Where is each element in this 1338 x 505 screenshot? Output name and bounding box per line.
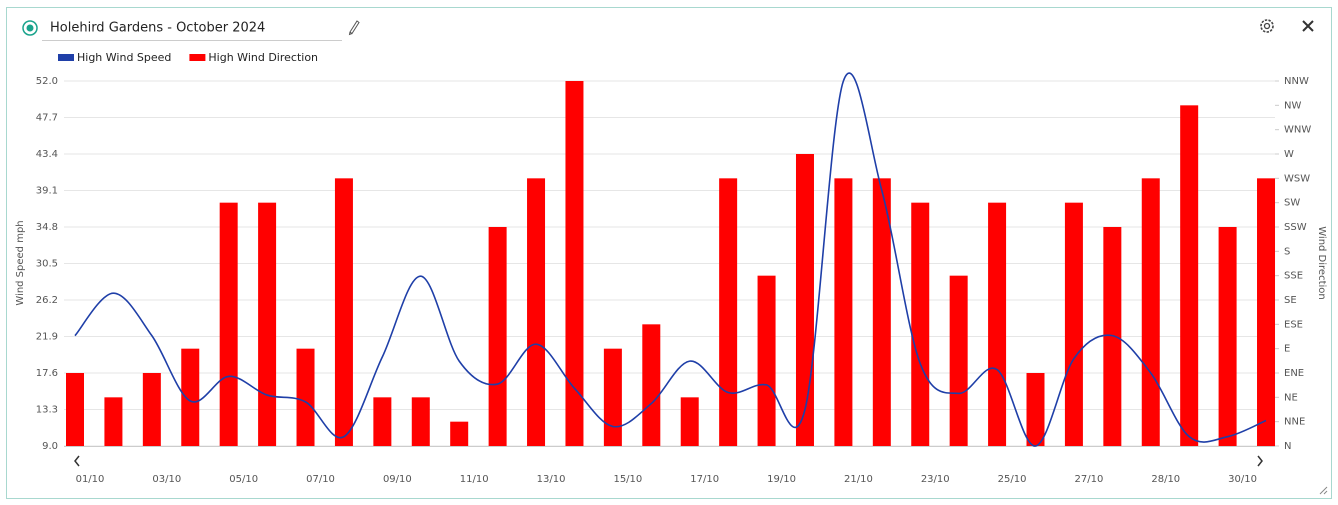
bar [988, 202, 1007, 446]
bar [219, 202, 238, 446]
bar [680, 397, 699, 446]
bar [373, 397, 392, 446]
bar [1257, 178, 1276, 447]
bar [642, 324, 661, 446]
chart-title[interactable]: Holehird Gardens - October 2024 [50, 21, 265, 36]
bar [1103, 227, 1122, 446]
next-arrow[interactable] [1257, 455, 1263, 467]
y2-tick-label: SE [1284, 295, 1297, 306]
bar [1180, 105, 1199, 446]
bar [1026, 373, 1045, 446]
y2-tick-label: ENE [1284, 368, 1304, 379]
y2-tick-label: E [1284, 344, 1290, 355]
x-tick-label: 23/10 [921, 474, 950, 485]
bar [411, 397, 430, 446]
bar [834, 178, 853, 447]
edit-icon[interactable] [348, 20, 360, 36]
y2-tick-label: N [1284, 441, 1291, 452]
bar [1141, 178, 1160, 447]
y-tick-label: 21.9 [36, 332, 58, 343]
bar [104, 397, 123, 446]
line [74, 72, 1267, 447]
x-tick-label: 11/10 [460, 474, 489, 485]
y2-tick-label: SW [1284, 198, 1300, 209]
y2-tick-label: WSW [1284, 173, 1310, 184]
bar [488, 227, 507, 446]
bar [296, 348, 315, 446]
y-tick-label: 30.5 [36, 259, 58, 270]
bar [334, 178, 353, 447]
legend-swatch [189, 54, 206, 61]
resize-grip[interactable] [1319, 486, 1328, 495]
bar [949, 275, 968, 446]
x-tick-label: 30/10 [1228, 474, 1257, 485]
x-tick-label: 17/10 [690, 474, 719, 485]
y-tick-label: 34.8 [36, 222, 58, 233]
x-tick-label: 05/10 [229, 474, 258, 485]
y-axis-title: Wind Speed mph [15, 220, 26, 305]
settings-icon[interactable] [1260, 19, 1274, 33]
x-tick-label: 28/10 [1151, 474, 1180, 485]
bar [795, 154, 814, 446]
x-tick-label: 25/10 [998, 474, 1027, 485]
y2-tick-label: S [1284, 246, 1290, 257]
bar [911, 202, 930, 446]
bar [1064, 202, 1083, 446]
legend-label[interactable]: High Wind Direction [208, 51, 318, 64]
y-tick-label: 39.1 [36, 186, 58, 197]
x-tick-label: 15/10 [613, 474, 642, 485]
legend-label[interactable]: High Wind Speed [77, 51, 171, 64]
y-tick-label: 26.2 [36, 295, 58, 306]
y2-tick-label: NNE [1284, 417, 1305, 428]
y-tick-label: 9.0 [42, 441, 58, 452]
bar [142, 373, 161, 446]
bar [181, 348, 200, 446]
y2-tick-label: W [1284, 149, 1294, 160]
y2-tick-label: NE [1284, 392, 1298, 403]
x-tick-label: 27/10 [1075, 474, 1104, 485]
prev-arrow[interactable] [74, 455, 80, 467]
bar [872, 178, 891, 447]
bar [565, 81, 584, 446]
y2-tick-label: NW [1284, 100, 1301, 111]
bar [719, 178, 738, 447]
y-tick-label: 43.4 [36, 149, 58, 160]
y2-tick-label: SSW [1284, 222, 1307, 233]
y2-tick-label: SSE [1284, 271, 1303, 282]
x-tick-label: 03/10 [152, 474, 181, 485]
radio-icon[interactable] [22, 20, 38, 36]
bar [527, 178, 546, 447]
radio-dot [26, 24, 34, 32]
x-tick-label: 09/10 [383, 474, 412, 485]
close-icon[interactable] [1302, 20, 1314, 32]
x-tick-label: 01/10 [76, 474, 105, 485]
bar [1218, 227, 1237, 446]
y-tick-label: 52.0 [36, 76, 58, 87]
legend-swatch [58, 54, 74, 61]
y-tick-label: 47.7 [36, 113, 58, 124]
y-tick-label: 17.6 [36, 368, 58, 379]
y2-tick-label: ESE [1284, 319, 1303, 330]
y2-tick-label: WNW [1284, 125, 1311, 136]
bar [258, 202, 277, 446]
x-tick-label: 21/10 [844, 474, 873, 485]
y2-tick-label: NNW [1284, 76, 1309, 87]
bar [66, 373, 84, 446]
bar [450, 421, 469, 446]
y-tick-label: 13.3 [36, 405, 58, 416]
bar [757, 275, 776, 446]
bar [603, 348, 622, 446]
x-tick-label: 07/10 [306, 474, 335, 485]
x-tick-label: 19/10 [767, 474, 796, 485]
y2-axis-title: Wind Direction [1316, 226, 1327, 300]
x-tick-label: 13/10 [537, 474, 566, 485]
